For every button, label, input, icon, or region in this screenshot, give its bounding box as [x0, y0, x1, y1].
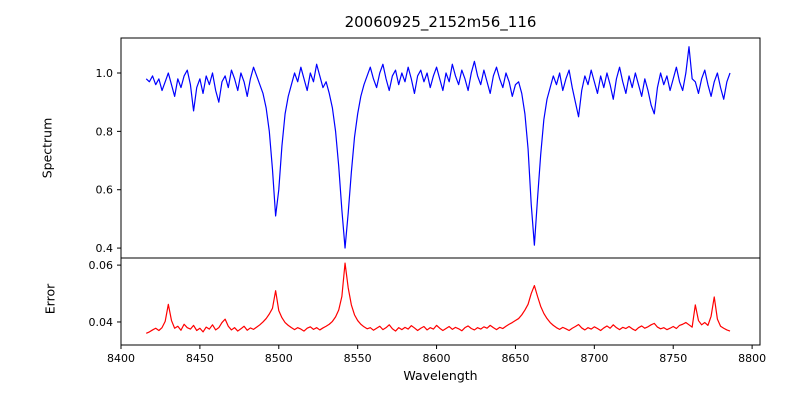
y-tick-label-spectrum: 0.4	[96, 242, 114, 255]
x-tick-label: 8650	[501, 352, 529, 365]
x-tick-label: 8400	[107, 352, 135, 365]
y-tick-label-spectrum: 0.6	[96, 184, 114, 197]
x-axis-label: Wavelength	[403, 368, 478, 383]
x-tick-label: 8450	[186, 352, 214, 365]
axes-box-spectrum	[120, 37, 761, 259]
chart-title: 20060925_2152m56_116	[344, 13, 537, 31]
y-tick-label-spectrum: 1.0	[96, 67, 114, 80]
error-line-series	[145, 262, 731, 334]
spectrum-line-series	[145, 46, 731, 249]
y-tick-label-spectrum: 0.8	[96, 125, 114, 138]
x-tick-label: 8500	[265, 352, 293, 365]
x-tick-label: 8550	[344, 352, 372, 365]
x-tick-label: 8700	[580, 352, 608, 365]
axes-box-error	[120, 257, 761, 346]
y-tick-label-error: 0.04	[89, 316, 114, 329]
x-tick-label: 8800	[738, 352, 766, 365]
x-tick-label: 8600	[423, 352, 451, 365]
y-tick-label-error: 0.06	[89, 259, 114, 272]
x-tick-label: 8750	[659, 352, 687, 365]
